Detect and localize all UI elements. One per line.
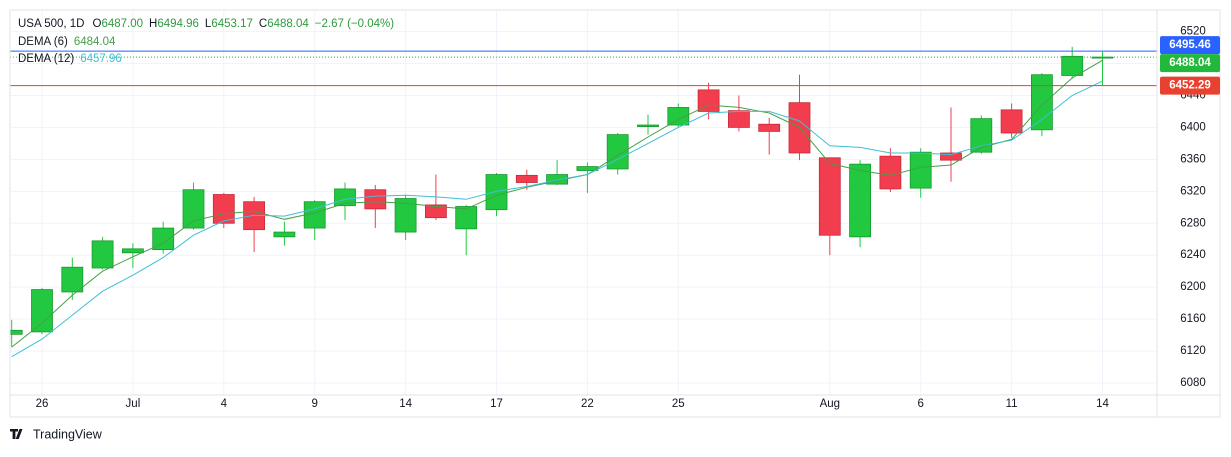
price-label: 6488.04: [1169, 57, 1211, 69]
indicator-name: DEMA (12): [18, 53, 74, 65]
candle-body: [212, 194, 235, 224]
candle-body: [667, 107, 690, 126]
open-label: O: [92, 18, 101, 30]
symbol: USA 500, 1D: [18, 18, 84, 30]
candle-body: [728, 110, 750, 128]
candle-body: [91, 240, 114, 269]
change: −2.67 (−0.04%): [315, 18, 394, 30]
candle-body: [10, 329, 23, 335]
candle-body: [606, 134, 629, 170]
x-tick-label: 17: [490, 398, 503, 410]
candle-body: [122, 248, 144, 254]
y-tick-label: 6080: [1180, 377, 1206, 389]
price-label-box: [1160, 54, 1220, 73]
candle-body: [909, 151, 932, 189]
y-tick-label: 6320: [1180, 185, 1206, 197]
high-value: 6494.96: [157, 18, 199, 30]
candle-body: [758, 123, 781, 132]
y-tick-label: 6240: [1180, 249, 1206, 261]
logo-icon: [10, 429, 23, 439]
y-tick-label: 6360: [1180, 153, 1206, 165]
candle-body: [697, 89, 720, 112]
axes: 6080612061606200624062806320636064006440…: [36, 26, 1220, 410]
candle-body: [273, 231, 296, 238]
y-tick-label: 6200: [1180, 281, 1206, 293]
candle-body: [546, 174, 568, 185]
candle-body: [879, 155, 902, 190]
high-label: H: [149, 18, 157, 30]
close-label: C: [259, 18, 267, 30]
symbol-header: USA 500, 1D O6487.00 H6494.96 L6453.17 C6488…: [18, 18, 394, 30]
candle-body: [152, 227, 175, 251]
x-tick-label: Aug: [820, 398, 840, 410]
indicator-legend: DEMA (12) 6457.96: [18, 53, 122, 65]
indicator-line: [11, 59, 1103, 348]
y-tick-label: 6520: [1180, 26, 1206, 38]
candle-body: [1061, 55, 1084, 76]
candle-body: [394, 198, 417, 233]
low-value: 6453.17: [211, 18, 253, 30]
candle-body: [61, 266, 84, 293]
indicator-name: DEMA (6): [18, 36, 68, 48]
candle-body: [637, 124, 659, 128]
candle-body: [1000, 109, 1023, 134]
price-label: 6495.46: [1169, 39, 1211, 51]
x-tick-label: 14: [1096, 398, 1109, 410]
grid: [10, 10, 1157, 395]
candle-body: [940, 152, 962, 161]
x-tick-label: 4: [221, 398, 228, 410]
price-label: 6452.29: [1169, 80, 1211, 92]
plot-area: [10, 46, 1157, 358]
x-tick-label: 14: [399, 398, 412, 410]
x-tick-label: 6: [917, 398, 923, 410]
close-value: 6488.04: [267, 18, 309, 30]
candle-body: [455, 206, 478, 230]
x-tick-label: 11: [1006, 398, 1018, 410]
y-tick-label: 6120: [1180, 345, 1206, 357]
candle-body: [1031, 74, 1053, 131]
frame: [9, 9, 1221, 418]
price-label-box: [1160, 36, 1220, 55]
x-tick-label: 9: [311, 398, 317, 410]
open-value: 6487.00: [101, 18, 143, 30]
indicator-value: 6484.04: [74, 36, 116, 48]
brand: TradingView: [33, 427, 103, 441]
candle-body: [334, 188, 356, 207]
candle-body: [424, 204, 447, 219]
indicator-line: [11, 80, 1103, 358]
candle-body: [515, 174, 538, 183]
low-label: L: [205, 18, 212, 30]
candle-body: [364, 189, 387, 210]
candle-body: [818, 157, 841, 236]
x-tick-label: Jul: [126, 398, 141, 410]
indicator-legend: DEMA (6) 6484.04: [18, 36, 116, 48]
x-tick-label: 25: [672, 398, 685, 410]
price-label-box: [1160, 76, 1220, 95]
candle-body: [182, 189, 205, 229]
y-tick-label: 6280: [1180, 217, 1206, 229]
candle-body: [576, 166, 599, 171]
legend: USA 500, 1D O6487.00 H6494.96 L6453.17 C6488…: [18, 18, 394, 65]
logo: TradingView: [10, 427, 103, 441]
candle-body: [31, 289, 53, 333]
candle-body: [849, 163, 871, 238]
y-tick-label: 6400: [1180, 121, 1206, 133]
y-tick-label: 6160: [1180, 313, 1206, 325]
x-tick-label: 26: [36, 398, 49, 410]
candle-body: [970, 118, 993, 153]
x-tick-label: 22: [581, 398, 594, 410]
candle-body: [485, 174, 508, 211]
indicator-value: 6457.96: [80, 53, 122, 65]
